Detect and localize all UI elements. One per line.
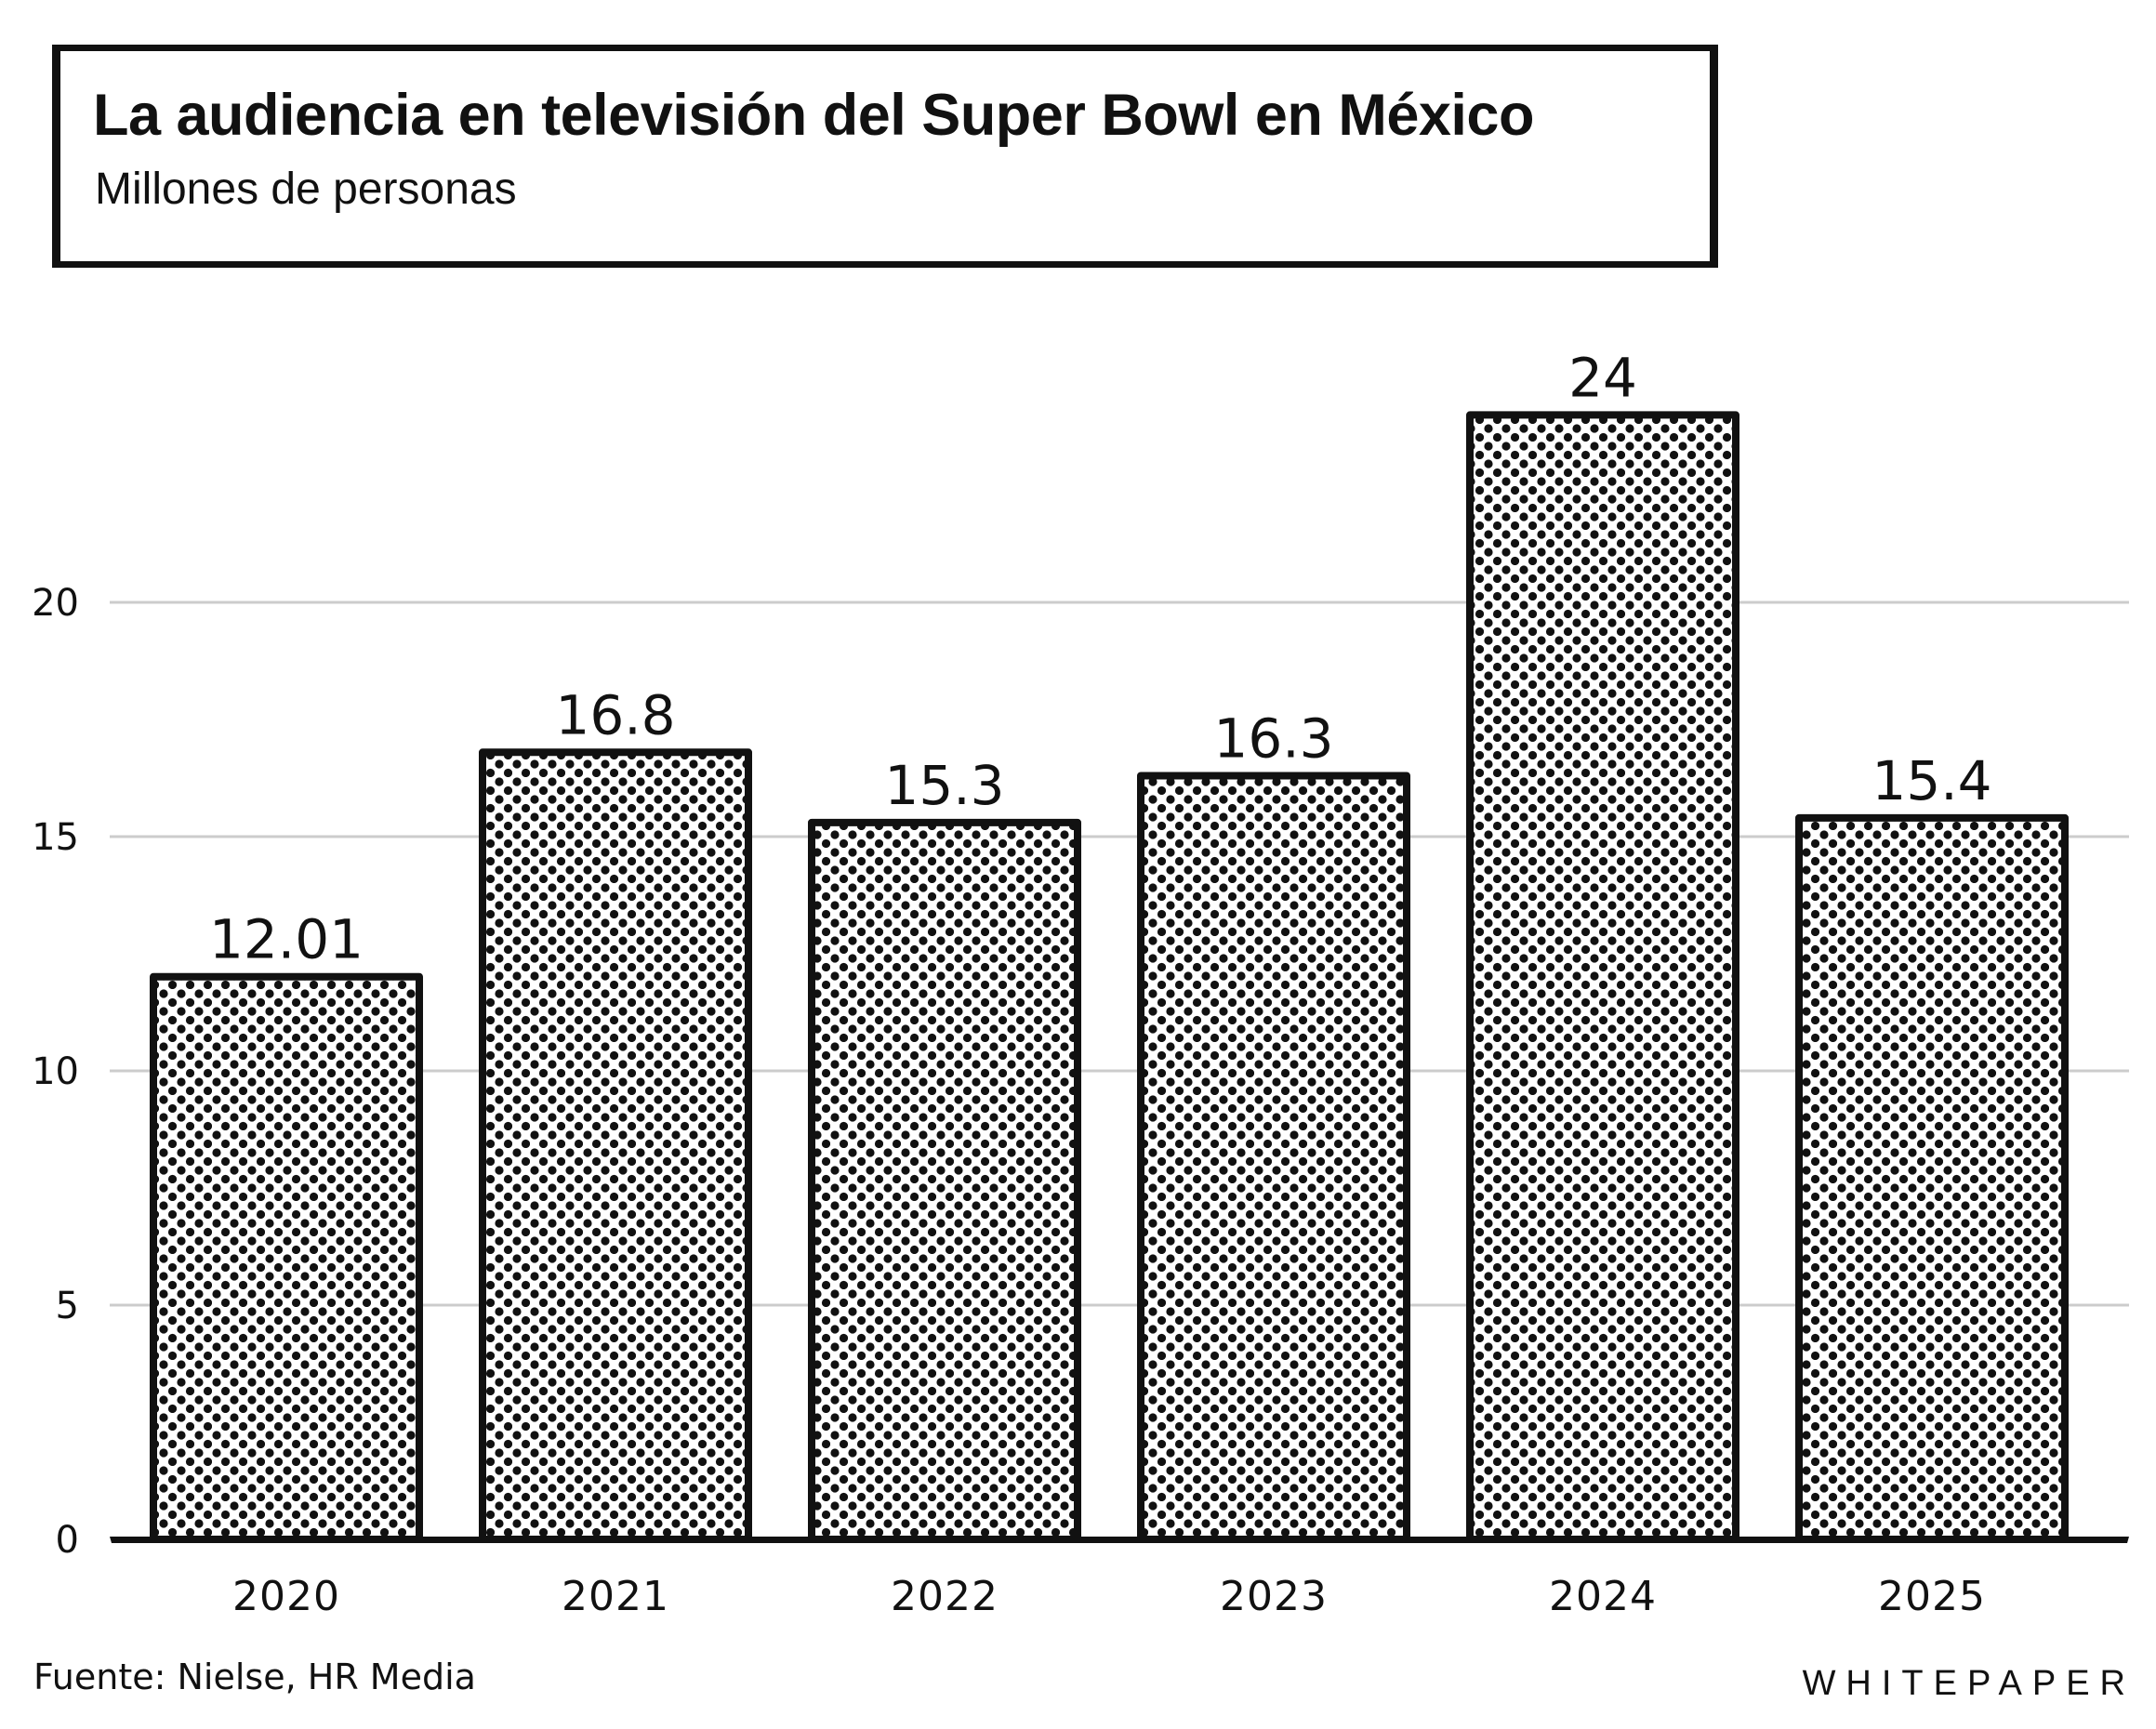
y-tick-label: 15 xyxy=(32,816,79,859)
title-box xyxy=(52,45,1718,268)
y-tick-label: 0 xyxy=(56,1519,79,1562)
y-tick-label: 5 xyxy=(56,1285,79,1327)
bar-2020 xyxy=(150,972,423,1544)
y-tick-label: 20 xyxy=(32,582,79,625)
data-label-2021: 16.8 xyxy=(555,683,675,746)
brand-logo: WHITEPAPER xyxy=(1802,1664,2136,1703)
data-label-2023: 16.3 xyxy=(1213,706,1333,770)
bar-2024 xyxy=(1466,411,1739,1543)
data-labels: 12.01 16.8 15.3 16.3 24 15.4 xyxy=(209,346,1992,970)
x-tick-label-2021: 2021 xyxy=(562,1573,669,1620)
source-note: Fuente: Nielse, HR Media xyxy=(33,1656,476,1697)
x-tick-label-2024: 2024 xyxy=(1549,1573,1657,1620)
chart-title: La audiencia en televisión del Super Bow… xyxy=(93,83,1534,148)
bar-2023 xyxy=(1137,772,1410,1543)
y-axis-ticks: 0 5 10 15 20 xyxy=(32,582,79,1562)
chart-subtitle: Millones de personas xyxy=(95,165,517,214)
bars xyxy=(150,411,2069,1544)
data-label-2025: 15.4 xyxy=(1872,749,1991,812)
data-label-2022: 15.3 xyxy=(884,754,1004,817)
bar-2025 xyxy=(1795,813,2069,1543)
data-label-2020: 12.01 xyxy=(209,908,364,971)
y-tick-label: 10 xyxy=(32,1050,79,1093)
x-axis-baseline xyxy=(110,1537,2129,1543)
gridlines xyxy=(110,601,2129,1307)
data-label-2024: 24 xyxy=(1568,346,1637,409)
x-axis-labels: 2020 2021 2022 2023 2024 2025 xyxy=(232,1573,1986,1620)
bar-2021 xyxy=(479,748,752,1543)
bar-2022 xyxy=(808,818,1081,1543)
x-tick-label-2022: 2022 xyxy=(891,1573,999,1620)
x-tick-label-2025: 2025 xyxy=(1878,1573,1986,1620)
x-tick-label-2023: 2023 xyxy=(1220,1573,1328,1620)
x-tick-label-2020: 2020 xyxy=(232,1573,340,1620)
